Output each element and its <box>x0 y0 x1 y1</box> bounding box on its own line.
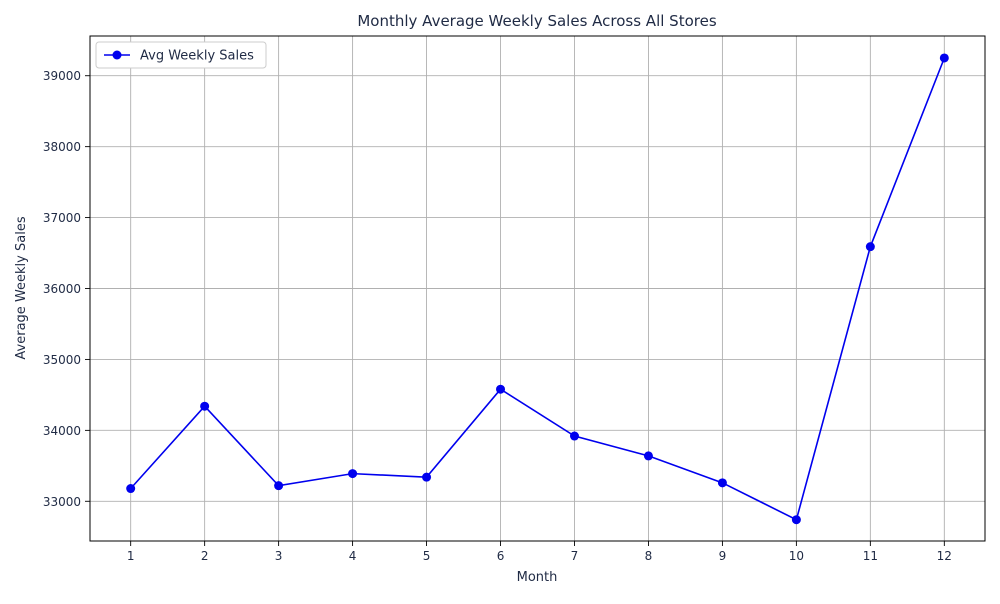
x-tick-label: 11 <box>863 549 878 563</box>
data-point <box>496 384 506 394</box>
data-point <box>939 53 949 63</box>
x-tick-label: 1 <box>127 549 135 563</box>
data-point <box>717 478 727 488</box>
marker-layer <box>126 53 949 525</box>
x-axis-ticks: 1 2 3 4 5 6 7 8 9 10 11 12 <box>127 541 952 563</box>
data-point <box>865 242 875 252</box>
series-line <box>130 57 946 521</box>
data-point <box>422 472 432 482</box>
x-tick-label: 2 <box>201 549 209 563</box>
x-tick-label: 9 <box>719 549 727 563</box>
y-tick-label: 35000 <box>43 353 81 367</box>
y-tick-label: 39000 <box>43 69 81 83</box>
data-point <box>274 481 284 491</box>
legend-label: Avg Weekly Sales <box>140 49 254 64</box>
data-point <box>200 401 210 411</box>
y-tick-label: 38000 <box>43 140 81 154</box>
x-tick-label: 3 <box>275 549 283 563</box>
y-tick-label: 36000 <box>43 282 81 296</box>
x-tick-label: 8 <box>645 549 653 563</box>
grid-layer <box>90 36 985 541</box>
y-axis-label: Average Weekly Sales <box>14 216 29 359</box>
legend-marker-swatch <box>112 50 122 60</box>
y-tick-label: 33000 <box>43 495 81 509</box>
data-point <box>643 451 653 461</box>
x-tick-label: 10 <box>789 549 804 563</box>
x-tick-label: 4 <box>349 549 357 563</box>
y-tick-label: 34000 <box>43 424 81 438</box>
y-tick-label: 37000 <box>43 211 81 225</box>
x-axis-label: Month <box>517 570 558 585</box>
data-point <box>569 431 579 441</box>
legend-box <box>95 41 267 69</box>
x-tick-label: 7 <box>571 549 579 563</box>
y-axis-ticks: 33000 34000 35000 36000 37000 38000 39000 <box>43 69 90 509</box>
x-tick-label: 6 <box>497 549 505 563</box>
series-layer <box>130 57 946 521</box>
data-point <box>126 484 136 494</box>
data-point <box>791 515 801 525</box>
data-point <box>348 469 358 479</box>
legend: Avg Weekly Sales <box>95 41 267 69</box>
x-tick-label: 5 <box>423 549 431 563</box>
chart-title: Monthly Average Weekly Sales Across All … <box>357 12 716 30</box>
x-tick-label: 12 <box>937 549 952 563</box>
